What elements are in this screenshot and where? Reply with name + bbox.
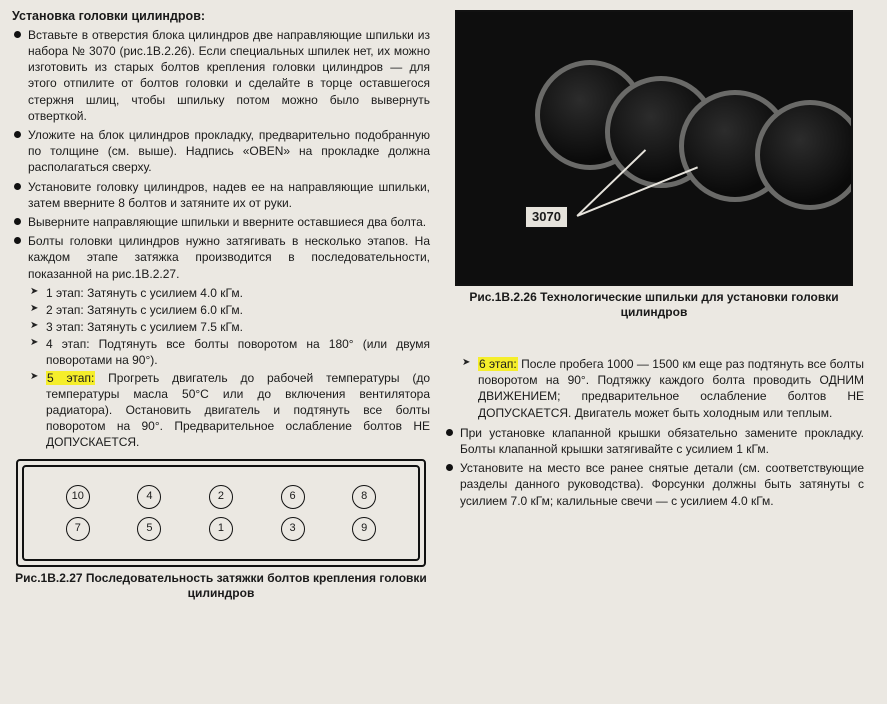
bolt-row-bottom: 7 5 1 3 9 — [42, 517, 400, 541]
stage-item: 4 этап: Подтянуть все болты поворотом на… — [30, 336, 430, 368]
left-column: Установка головки цилиндров: Вставьте в … — [12, 8, 430, 609]
stage-item: 3 этап: Затянуть с усилием 7.5 кГм. — [30, 319, 430, 335]
bolt-diagram-caption: Рис.1B.2.27 Последовательность затяжки б… — [12, 571, 430, 601]
photo-label-3070: 3070 — [525, 206, 568, 228]
bolt: 3 — [281, 517, 305, 541]
install-steps-list: Вставьте в отверстия блока цилиндров две… — [12, 27, 430, 282]
right-bullets: При установке клапанной крышки обязатель… — [444, 425, 864, 509]
install-step: Выверните направляющие шпильки и ввернит… — [12, 214, 430, 230]
bolt-row-top: 10 4 2 6 8 — [42, 485, 400, 509]
bolt: 4 — [137, 485, 161, 509]
cylinder-ring — [755, 100, 853, 210]
right-step: Установите на место все ранее снятые дет… — [444, 460, 864, 509]
tightening-stages: 1 этап: Затянуть с усилием 4.0 кГм. 2 эт… — [12, 285, 430, 451]
photo-figure: 3070 — [455, 10, 853, 286]
right-step: При установке клапанной крышки обязатель… — [444, 425, 864, 457]
bolt: 8 — [352, 485, 376, 509]
install-step: Болты головки цилиндров нужно затягивать… — [12, 233, 430, 282]
stage6-label: 6 этап: — [478, 357, 518, 371]
manual-page: Установка головки цилиндров: Вставьте в … — [0, 0, 887, 617]
bolt: 9 — [352, 517, 376, 541]
bolt: 10 — [66, 485, 90, 509]
stage5-label: 5 этап: — [46, 371, 95, 385]
stage-item-6: 6 этап: После пробега 1000 — 1500 км еще… — [462, 356, 864, 421]
stage-item: 1 этап: Затянуть с усилием 4.0 кГм. — [30, 285, 430, 301]
stage6-text: После пробега 1000 — 1500 км еще раз под… — [478, 357, 864, 420]
bolt-sequence-diagram: 10 4 2 6 8 7 5 1 3 9 — [16, 459, 426, 567]
bolt: 6 — [281, 485, 305, 509]
stage-item-5: 5 этап: Прогреть двигатель до рабочей те… — [30, 370, 430, 451]
bolt: 1 — [209, 517, 233, 541]
install-step: Установите головку цилиндров, надев ее н… — [12, 179, 430, 211]
stage-item: 2 этап: Затянуть с усилием 6.0 кГм. — [30, 302, 430, 318]
bolt: 2 — [209, 485, 233, 509]
stage5-text: Прогреть двигатель до рабочей температур… — [46, 371, 430, 450]
install-step: Вставьте в отверстия блока цилиндров две… — [12, 27, 430, 124]
install-step: Уложите на блок цилиндров прокладку, пре… — [12, 127, 430, 176]
section-title: Установка головки цилиндров: — [12, 8, 430, 25]
bolt-inner-frame: 10 4 2 6 8 7 5 1 3 9 — [22, 465, 420, 561]
bolt: 7 — [66, 517, 90, 541]
right-column: 3070 Рис.1B.2.26 Технологические шпильки… — [444, 8, 864, 609]
stage6-list: 6 этап: После пробега 1000 — 1500 км еще… — [444, 356, 864, 421]
bolt: 5 — [137, 517, 161, 541]
photo-caption: Рис.1B.2.26 Технологические шпильки для … — [444, 290, 864, 320]
